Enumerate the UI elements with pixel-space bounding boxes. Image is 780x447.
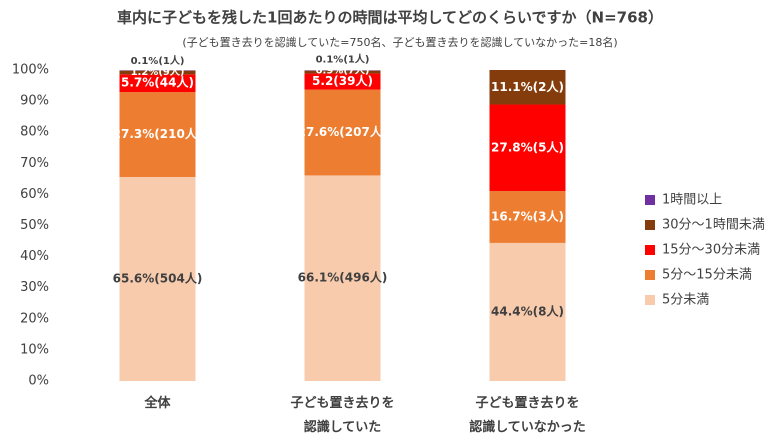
y-tick-label: 80% [20, 125, 49, 140]
data-label: 0.1%(1人) [316, 53, 370, 66]
bar-segment [489, 104, 566, 191]
legend-label: 5分～15分未満 [662, 268, 752, 283]
data-label: 27.8%(5人) [491, 139, 564, 154]
data-label: 27.3%(210人) [113, 126, 203, 141]
legend-label: 15分～30分未満 [662, 243, 760, 258]
y-tick-label: 100% [12, 63, 49, 78]
data-label: 5.7%(44人) [121, 75, 194, 90]
data-label: 16.7%(3人) [491, 208, 564, 223]
bar-segment [489, 70, 566, 105]
y-tick-label: 70% [20, 156, 49, 171]
bar-segment [489, 190, 566, 243]
legend-label: 1時間以上 [662, 193, 722, 208]
chart-subtitle: (子ども置き去りを認識していた=750名、子ども置き去りを認識していなかった=1… [182, 35, 617, 49]
bar-segment [489, 242, 566, 381]
data-label: 44.4%(8人) [491, 303, 564, 318]
y-tick-label: 60% [20, 187, 49, 202]
legend-label: 30分～1時間未満 [662, 218, 765, 233]
data-label: 65.6%(504人) [113, 270, 203, 285]
legend-swatch [645, 295, 655, 305]
y-tick-label: 90% [20, 94, 49, 109]
legend-swatch [645, 195, 655, 205]
data-label: 11.1%(2人) [491, 79, 564, 94]
bar-segment [119, 74, 196, 93]
bar-segment [304, 175, 381, 381]
bar-segment [304, 73, 381, 90]
bar-segment [119, 176, 196, 381]
bar-segment [304, 70, 381, 74]
legend-swatch [645, 245, 655, 255]
x-tick-label: 全体 [144, 396, 171, 411]
data-label: 1.2%(9人) [131, 65, 185, 78]
y-tick-label: 30% [20, 280, 49, 295]
data-label: 0.1%(1人) [131, 54, 185, 67]
data-label: 66.1%(496人) [298, 270, 388, 285]
legend-swatch [645, 270, 655, 280]
data-label: 5.2(39人) [312, 73, 373, 88]
legend-swatch [645, 220, 655, 230]
y-tick-label: 40% [20, 249, 49, 264]
data-label: 0.9%(7人) [316, 64, 370, 77]
data-label: 27.6%(207人) [298, 124, 388, 139]
bar-segment [119, 92, 196, 177]
y-tick-label: 50% [20, 218, 49, 233]
bar-segment [119, 70, 196, 75]
y-tick-label: 10% [20, 342, 49, 357]
x-tick-label: 子ども置き去りを 認識していなかった [469, 396, 586, 435]
y-tick-label: 20% [20, 311, 49, 326]
x-tick-label: 子ども置き去りを 認識していた [290, 396, 395, 435]
chart-title: 車内に子どもを残した1回あたりの時間は平均してどのくらいですか（N=768） [117, 9, 663, 27]
bar-segment [304, 89, 381, 176]
y-tick-label: 0% [28, 374, 49, 389]
legend-label: 5分未満 [662, 293, 709, 308]
